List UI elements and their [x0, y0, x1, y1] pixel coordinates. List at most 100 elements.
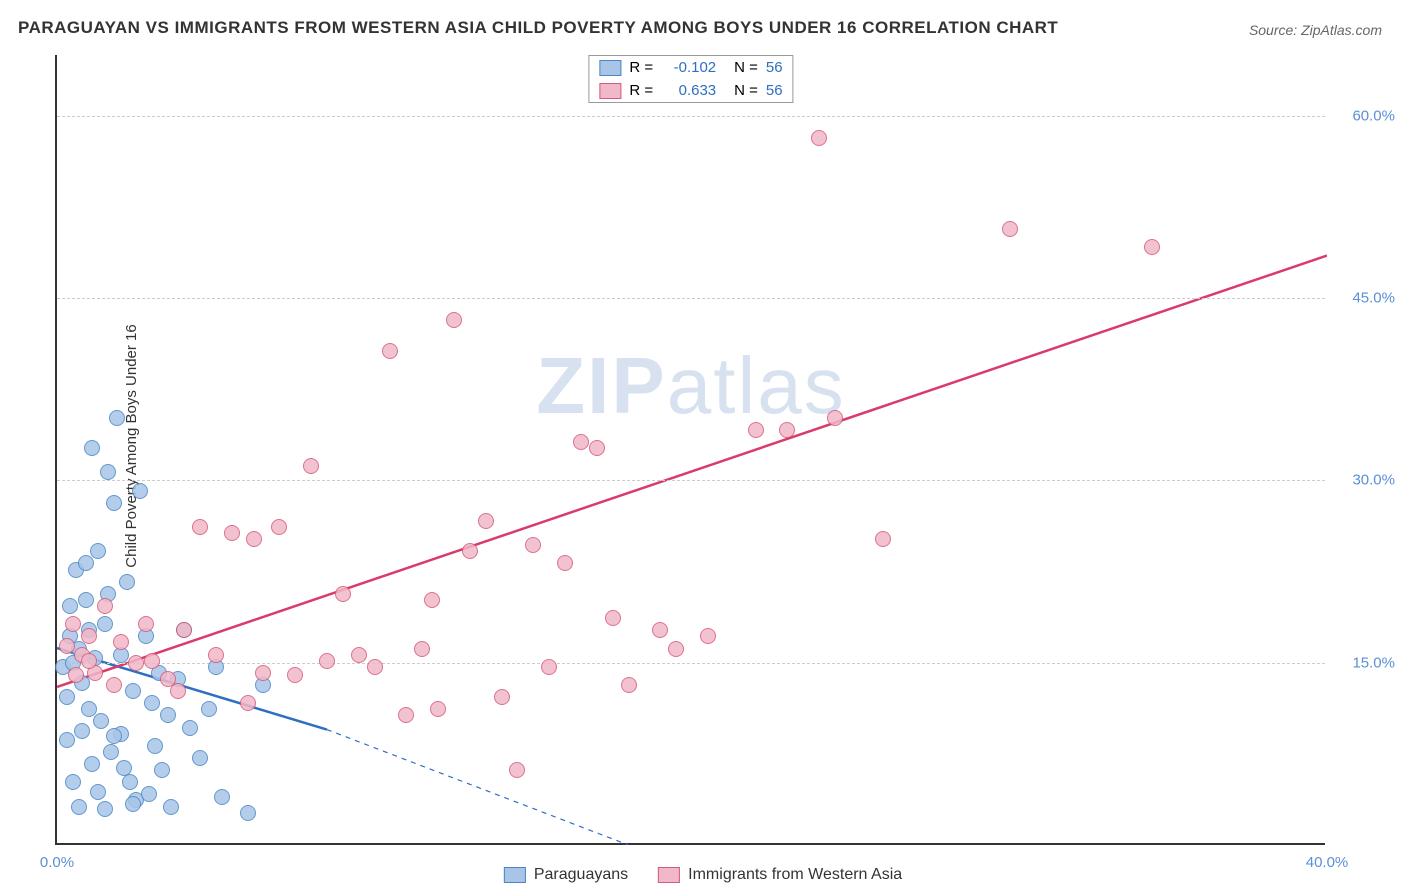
data-point [81, 653, 97, 669]
data-point [113, 634, 129, 650]
data-point [147, 738, 163, 754]
data-point [382, 343, 398, 359]
gridline [57, 116, 1325, 117]
r-value: -0.102 [661, 59, 716, 76]
data-point [65, 774, 81, 790]
data-point [875, 531, 891, 547]
source-attribution: Source: ZipAtlas.com [1249, 22, 1382, 38]
n-value: 56 [766, 59, 783, 76]
data-point [116, 760, 132, 776]
data-point [748, 422, 764, 438]
legend-label: Immigrants from Western Asia [688, 866, 902, 884]
data-point [424, 592, 440, 608]
y-tick-label: 45.0% [1352, 290, 1395, 307]
data-point [271, 519, 287, 535]
data-point [59, 638, 75, 654]
legend-swatch [658, 867, 680, 883]
data-point [81, 628, 97, 644]
data-point [144, 653, 160, 669]
y-tick-label: 30.0% [1352, 472, 1395, 489]
data-point [109, 410, 125, 426]
data-point [84, 756, 100, 772]
data-point [182, 720, 198, 736]
legend-swatch [599, 60, 621, 76]
chart-title: PARAGUAYAN VS IMMIGRANTS FROM WESTERN AS… [18, 18, 1058, 38]
data-point [125, 683, 141, 699]
y-tick-label: 15.0% [1352, 654, 1395, 671]
r-legend-row: R =0.633N =56 [589, 79, 792, 102]
data-point [509, 762, 525, 778]
data-point [106, 495, 122, 511]
data-point [303, 458, 319, 474]
data-point [240, 695, 256, 711]
data-point [74, 723, 90, 739]
data-point [90, 784, 106, 800]
data-point [668, 641, 684, 657]
data-point [93, 713, 109, 729]
data-point [78, 555, 94, 571]
r-value: 0.633 [661, 82, 716, 99]
data-point [827, 410, 843, 426]
data-point [621, 677, 637, 693]
n-label: N = [734, 59, 758, 76]
data-point [125, 796, 141, 812]
data-point [119, 574, 135, 590]
data-point [90, 543, 106, 559]
data-point [68, 667, 84, 683]
data-point [446, 312, 462, 328]
series-legend: Paraguayans Immigrants from Western Asia [504, 866, 902, 884]
data-point [224, 525, 240, 541]
data-point [106, 677, 122, 693]
data-point [128, 655, 144, 671]
data-point [589, 440, 605, 456]
data-point [192, 519, 208, 535]
data-point [430, 701, 446, 717]
gridline [57, 480, 1325, 481]
data-point [176, 622, 192, 638]
data-point [700, 628, 716, 644]
gridline [57, 663, 1325, 664]
data-point [1002, 221, 1018, 237]
data-point [62, 598, 78, 614]
data-point [122, 774, 138, 790]
data-point [141, 786, 157, 802]
data-point [335, 586, 351, 602]
data-point [192, 750, 208, 766]
gridline [57, 298, 1325, 299]
data-point [59, 689, 75, 705]
data-point [160, 707, 176, 723]
data-point [605, 610, 621, 626]
x-tick-label: 0.0% [40, 854, 74, 871]
data-point [144, 695, 160, 711]
data-point [779, 422, 795, 438]
data-point [557, 555, 573, 571]
data-point [71, 799, 87, 815]
data-point [154, 762, 170, 778]
data-point [78, 592, 94, 608]
legend-label: Paraguayans [534, 866, 628, 884]
data-point [811, 130, 827, 146]
data-point [138, 616, 154, 632]
data-point [367, 659, 383, 675]
legend-swatch [599, 83, 621, 99]
x-tick-label: 40.0% [1306, 854, 1349, 871]
legend-item: Paraguayans [504, 866, 628, 884]
n-label: N = [734, 82, 758, 99]
data-point [100, 464, 116, 480]
data-point [106, 728, 122, 744]
data-point [525, 537, 541, 553]
legend-item: Immigrants from Western Asia [658, 866, 902, 884]
data-point [414, 641, 430, 657]
y-tick-label: 60.0% [1352, 107, 1395, 124]
data-point [541, 659, 557, 675]
data-point [201, 701, 217, 717]
data-point [1144, 239, 1160, 255]
data-point [97, 598, 113, 614]
scatter-chart: ZIPatlas R =-0.102N =56R =0.633N =56 15.… [55, 55, 1325, 845]
data-point [103, 744, 119, 760]
data-point [65, 616, 81, 632]
data-point [398, 707, 414, 723]
data-point [478, 513, 494, 529]
data-point [97, 801, 113, 817]
trend-lines [57, 55, 1327, 845]
